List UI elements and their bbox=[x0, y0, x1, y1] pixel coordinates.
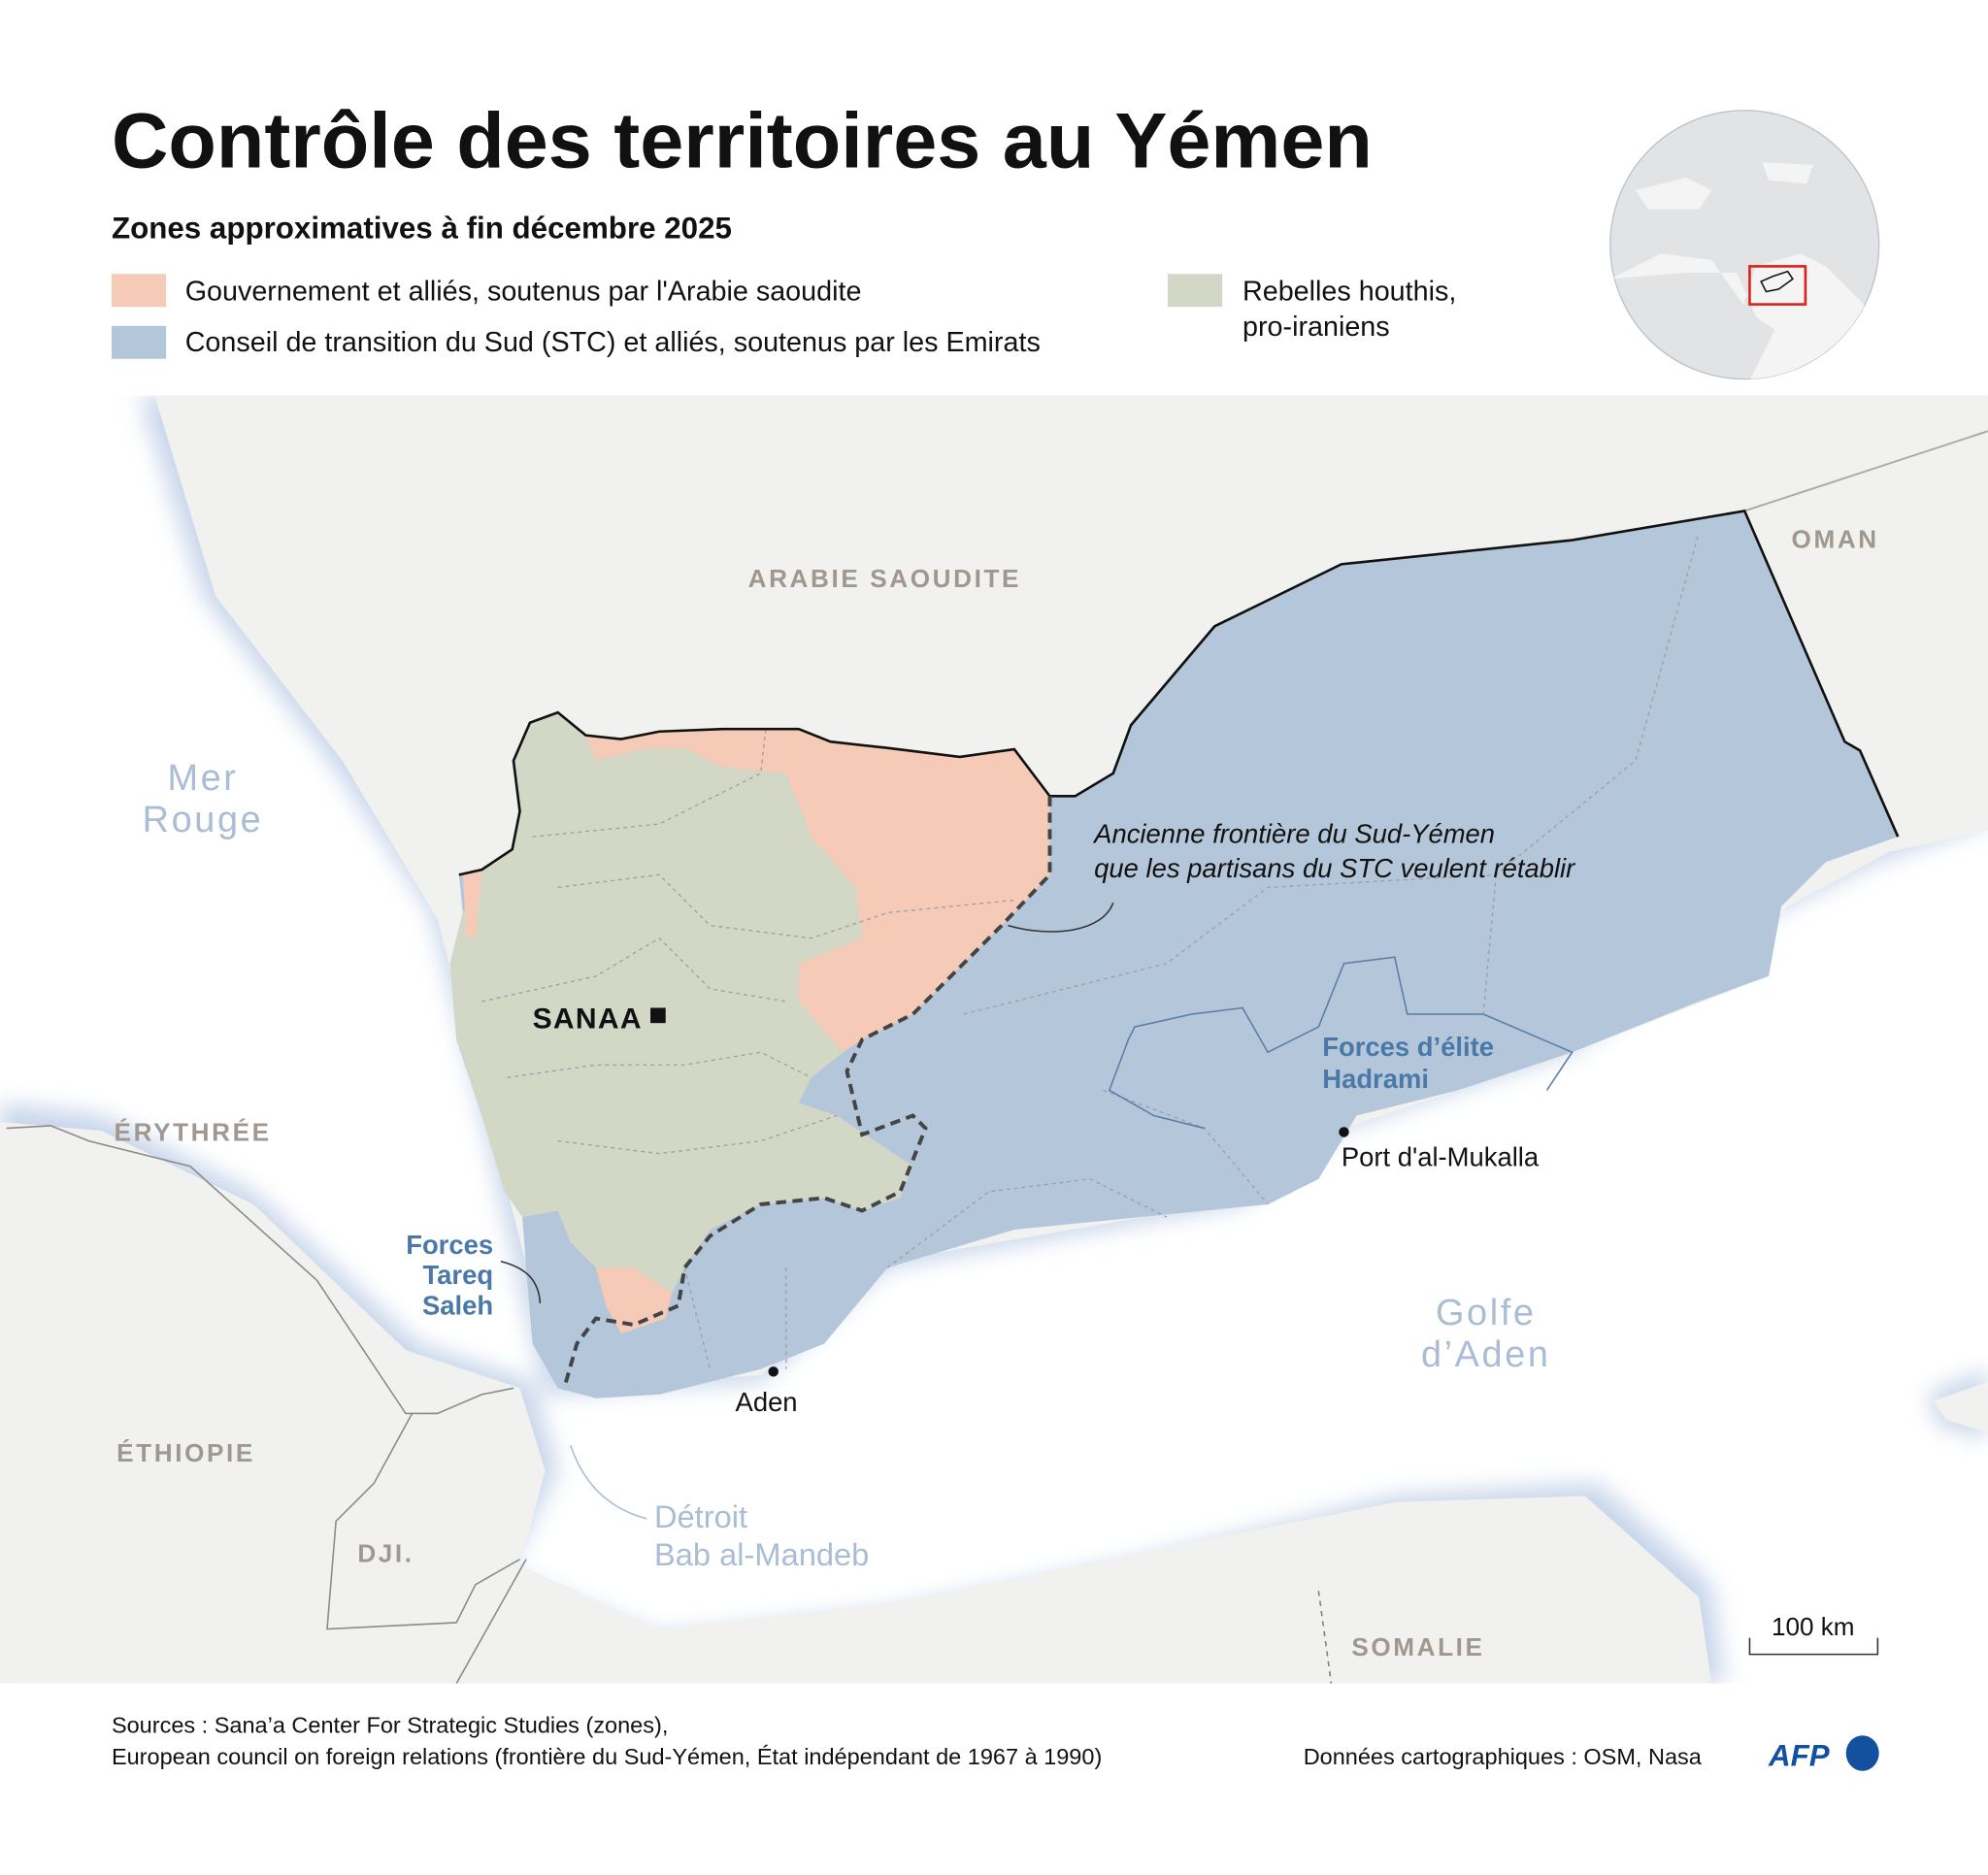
tareq-leader-line bbox=[500, 1260, 542, 1303]
afp-logo-circle bbox=[1845, 1735, 1879, 1771]
sources-line-1: Sources : Sana’a Center For Strategic St… bbox=[112, 1713, 668, 1738]
eritrea-ethiopia-border bbox=[6, 1125, 514, 1415]
city-marker-mukalla bbox=[1339, 1127, 1349, 1137]
annotation-leader-line bbox=[1008, 902, 1114, 933]
label-tareq-1: Forces bbox=[406, 1230, 493, 1260]
label-hadrami-2: Hadrami bbox=[1322, 1064, 1429, 1094]
label-strait-2: Bab al-Mandeb bbox=[654, 1536, 869, 1572]
scale-bar: 100 km bbox=[1748, 1612, 1879, 1656]
label-tareq-2: Tareq bbox=[422, 1260, 493, 1290]
sources-line-2: European council on foreign relations (f… bbox=[112, 1744, 1102, 1769]
legend-label-houthis-2: pro-iraniens bbox=[1242, 312, 1390, 343]
zone-houthis bbox=[449, 712, 913, 1294]
label-gulf-2: d’Aden bbox=[1421, 1334, 1551, 1375]
label-red-sea-2: Rouge bbox=[143, 800, 264, 840]
label-hadrami-1: Forces d’élite bbox=[1322, 1032, 1494, 1062]
label-aden: Aden bbox=[736, 1387, 798, 1417]
label-ethiopia: ÉTHIOPIE bbox=[116, 1438, 255, 1467]
label-tareq-3: Saleh bbox=[422, 1291, 493, 1321]
scale-label: 100 km bbox=[1772, 1612, 1855, 1641]
legend-swatch-government bbox=[111, 274, 167, 308]
annotation-line-2: que les partisans du STC veulent rétabli… bbox=[1094, 853, 1576, 883]
label-oman: OMAN bbox=[1792, 524, 1879, 553]
legend-label-government: Gouvernement et alliés, soutenus par l'A… bbox=[185, 277, 862, 308]
hadrami-region-line bbox=[1108, 956, 1574, 1130]
strait-leader-line bbox=[570, 1444, 647, 1520]
afp-logo-text: AFP bbox=[1768, 1739, 1830, 1773]
page-title: Contrôle des territoires au Yémen bbox=[112, 98, 1373, 185]
label-gulf-1: Golfe bbox=[1436, 1293, 1537, 1333]
label-somalia: SOMALIE bbox=[1351, 1632, 1484, 1661]
map-data-credits: Données cartographiques : OSM, Nasa bbox=[1304, 1744, 1703, 1769]
capital-marker bbox=[650, 1007, 666, 1024]
yemen-outline-mini bbox=[1760, 270, 1794, 293]
socotra bbox=[1933, 1381, 1988, 1433]
legend-swatch-stc bbox=[111, 325, 167, 359]
yemen-border bbox=[458, 510, 1900, 876]
zone-government bbox=[462, 729, 1050, 1334]
djibouti-border bbox=[326, 1413, 527, 1684]
legend-label-houthis-1: Rebelles houthis, bbox=[1242, 277, 1456, 308]
city-marker-aden bbox=[768, 1366, 779, 1377]
label-red-sea-1: Mer bbox=[167, 758, 238, 799]
label-saudi-arabia: ARABIE SAOUDITE bbox=[748, 564, 1021, 593]
legend-label-stc: Conseil de transition du Sud (STC) et al… bbox=[185, 327, 1041, 358]
label-eritrea: ÉRYTHRÉE bbox=[115, 1118, 272, 1147]
legend-swatch-houthis bbox=[1167, 274, 1223, 308]
label-strait-1: Détroit bbox=[654, 1498, 747, 1534]
subtitle: Zones approximatives à fin décembre 2025 bbox=[112, 212, 732, 246]
label-djibouti: DJI. bbox=[357, 1538, 414, 1567]
locator-globe bbox=[1609, 110, 1880, 380]
label-capital-sanaa: SANAA bbox=[533, 1003, 643, 1035]
afp-logo: AFP bbox=[1768, 1735, 1879, 1773]
annotation-line-1: Ancienne frontière du Sud-Yémen bbox=[1092, 819, 1495, 849]
legend: Gouvernement et alliés, soutenus par l'A… bbox=[111, 274, 1456, 359]
horn-of-africa bbox=[0, 1122, 1712, 1684]
oman-saudi-border bbox=[1743, 430, 1988, 512]
label-mukalla: Port d'al-Mukalla bbox=[1342, 1142, 1540, 1172]
map: ARABIE SAOUDITE OMAN ÉRYTHRÉE ÉTHIOPIE D… bbox=[0, 395, 1988, 1684]
locator-box bbox=[1748, 265, 1807, 306]
